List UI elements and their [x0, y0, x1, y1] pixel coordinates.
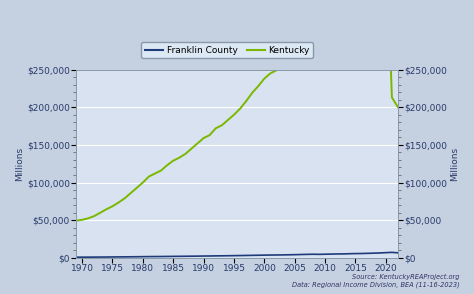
- Franklin County: [292, 253, 298, 256]
- Kentucky: [128, 191, 134, 195]
- Kentucky: [267, 71, 273, 75]
- Y-axis label: Millions: Millions: [450, 147, 459, 181]
- Kentucky: [395, 106, 401, 109]
- Text: Source: KentuckyREAProject.org
Data: Regional Income Division, BEA (11-16-2023): Source: KentuckyREAProject.org Data: Reg…: [292, 274, 460, 288]
- Legend: Franklin County, Kentucky: Franklin County, Kentucky: [141, 42, 313, 58]
- Franklin County: [395, 251, 401, 255]
- Kentucky: [262, 77, 267, 80]
- Franklin County: [195, 254, 201, 258]
- Franklin County: [128, 255, 134, 258]
- Franklin County: [267, 253, 273, 257]
- Franklin County: [262, 253, 267, 257]
- Franklin County: [73, 255, 79, 259]
- Kentucky: [195, 142, 201, 145]
- Franklin County: [389, 250, 395, 254]
- Y-axis label: Millions: Millions: [15, 147, 24, 181]
- Franklin County: [249, 253, 255, 257]
- Line: Franklin County: Franklin County: [76, 252, 398, 257]
- Kentucky: [73, 219, 79, 222]
- Kentucky: [249, 91, 255, 95]
- Line: Kentucky: Kentucky: [76, 0, 398, 220]
- Kentucky: [292, 50, 298, 53]
